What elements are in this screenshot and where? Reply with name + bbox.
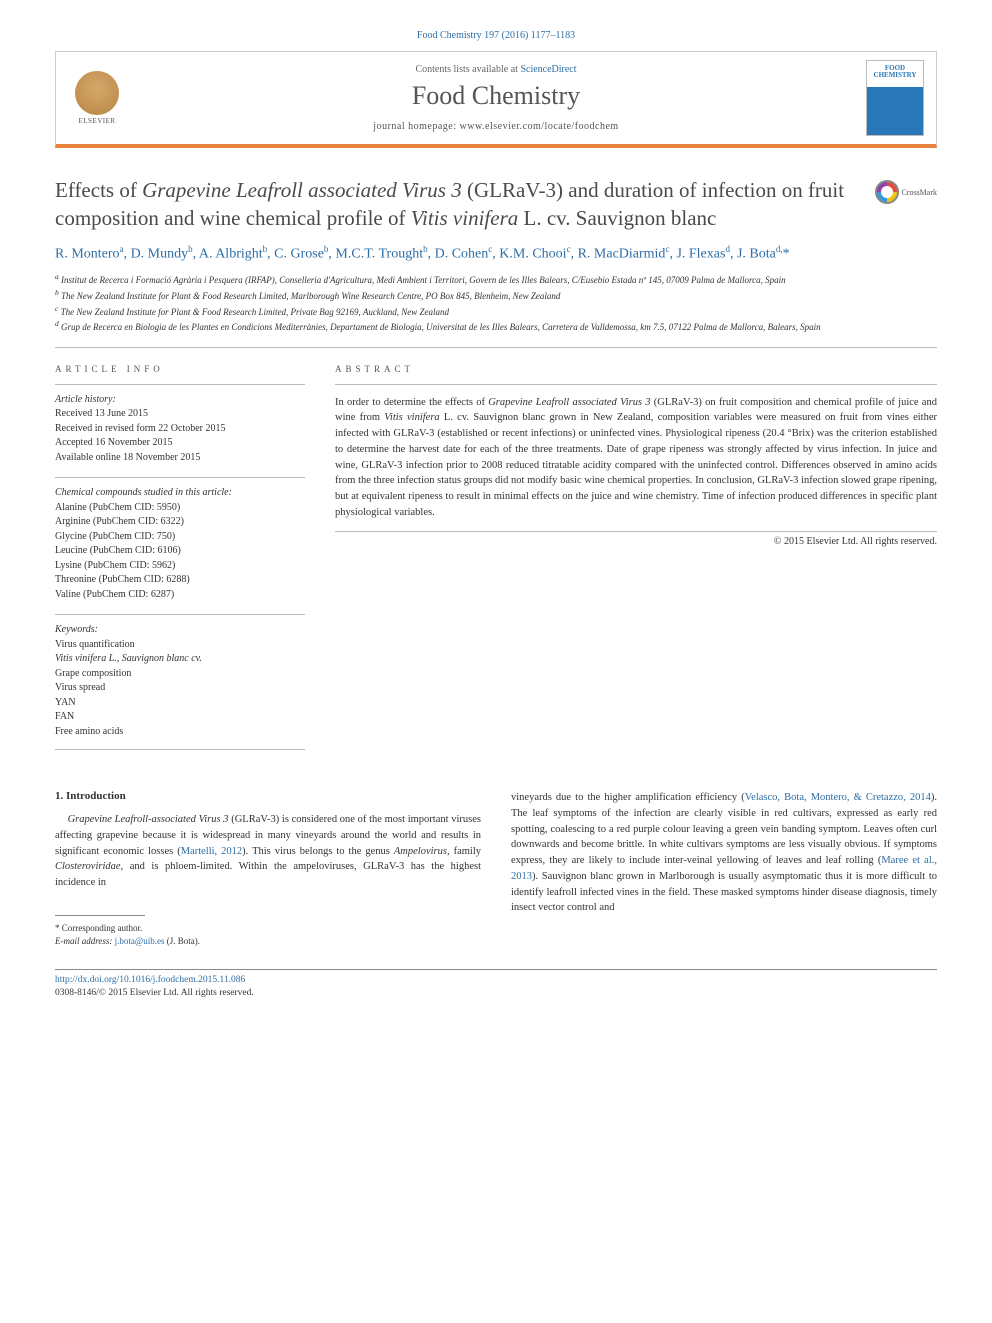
elsevier-tree-icon [75,71,119,115]
article-title: Effects of Grapevine Leafroll associated… [55,176,937,233]
history-line: Available online 18 November 2015 [55,451,305,466]
history-line: Received in revised form 22 October 2015 [55,422,305,437]
body-columns: 1. Introduction Grapevine Leafroll-assoc… [55,790,937,947]
compounds-label: Chemical compounds studied in this artic… [55,486,305,501]
history-line: Accepted 16 November 2015 [55,436,305,451]
compound-line: Valine (PubChem CID: 6287) [55,588,305,603]
affiliation-a: a Institut de Recerca i Formació Agrària… [55,272,937,287]
contents-prefix: Contents lists available at [415,64,520,75]
section-heading: 1. Introduction [55,790,481,802]
email-label: E-mail address: [55,936,112,946]
compound-line: Leucine (PubChem CID: 6106) [55,544,305,559]
affiliation-b: b The New Zealand Institute for Plant & … [55,288,937,303]
crossmark-label: CrossMark [901,188,937,197]
compound-line: Lysine (PubChem CID: 5962) [55,559,305,574]
email-link[interactable]: j.bota@uib.es [115,936,165,946]
compound-line: Alanine (PubChem CID: 5950) [55,501,305,516]
affiliation-d: d Grup de Recerca en Biologia de les Pla… [55,319,937,334]
affiliations-block: a Institut de Recerca i Formació Agrària… [55,272,937,347]
compounds-block: Chemical compounds studied in this artic… [55,477,305,602]
citation-line: Food Chemistry 197 (2016) 1177–1183 [55,30,937,41]
email-who: (J. Bota). [167,936,200,946]
masthead-center: Contents lists available at ScienceDirec… [126,64,866,132]
footer-block: http://dx.doi.org/10.1016/j.foodchem.201… [55,974,937,1001]
info-abstract-row: ARTICLE INFO Article history: Received 1… [55,364,937,763]
keyword-line: FAN [55,710,305,725]
journal-cover-thumb[interactable]: FOOD CHEMISTRY [866,60,924,136]
keyword-line: Grape composition [55,667,305,682]
issn-line: 0308-8146/© 2015 Elsevier Ltd. All right… [55,987,937,1000]
body-text-right: vineyards due to the higher amplificatio… [511,790,937,916]
crossmark-icon [875,180,899,204]
keyword-line: Free amino acids [55,725,305,740]
history-label: Article history: [55,393,305,408]
homepage-line: journal homepage: www.elsevier.com/locat… [126,121,866,132]
footnote-separator [55,915,145,916]
history-block: Article history: Received 13 June 2015 R… [55,384,305,466]
homepage-prefix: journal homepage: [373,121,459,132]
keyword-line: Vitis vinifera L., Sauvignon blanc cv. [55,652,305,667]
body-col-left: 1. Introduction Grapevine Leafroll-assoc… [55,790,481,947]
compound-line: Arginine (PubChem CID: 6322) [55,515,305,530]
page-root: Food Chemistry 197 (2016) 1177–1183 ELSE… [0,0,992,1041]
abstract-col: ABSTRACT In order to determine the effec… [335,364,937,763]
body-text-left: Grapevine Leafroll-associated Virus 3 (G… [55,812,481,891]
keywords-label: Keywords: [55,623,305,638]
abstract-text: In order to determine the effects of Gra… [335,384,937,532]
authors-line: R. Monteroa, D. Mundyb, A. Albrightb, C.… [55,243,937,265]
cover-title-2: CHEMISTRY [874,72,917,79]
abstract-label: ABSTRACT [335,364,937,374]
compound-line: Threonine (PubChem CID: 6288) [55,573,305,588]
homepage-url[interactable]: www.elsevier.com/locate/foodchem [460,121,619,132]
keywords-block: Keywords: Virus quantification Vitis vin… [55,614,305,750]
publisher-logo[interactable]: ELSEVIER [68,66,126,130]
publisher-label: ELSEVIER [78,117,115,125]
footnotes: * Corresponding author. E-mail address: … [55,922,481,947]
compound-line: Glycine (PubChem CID: 750) [55,530,305,545]
crossmark-badge[interactable]: CrossMark [875,180,937,204]
body-col-right: vineyards due to the higher amplificatio… [511,790,937,947]
keyword-line: Virus quantification [55,638,305,653]
article-info-label: ARTICLE INFO [55,364,305,374]
history-line: Received 13 June 2015 [55,407,305,422]
keyword-line: YAN [55,696,305,711]
email-line: E-mail address: j.bota@uib.es (J. Bota). [55,935,481,948]
article-info-col: ARTICLE INFO Article history: Received 1… [55,364,305,763]
doi-link[interactable]: http://dx.doi.org/10.1016/j.foodchem.201… [55,975,245,985]
contents-line: Contents lists available at ScienceDirec… [126,64,866,75]
abstract-copyright: © 2015 Elsevier Ltd. All rights reserved… [335,536,937,547]
keyword-line: Virus spread [55,681,305,696]
masthead: ELSEVIER Contents lists available at Sci… [55,51,937,148]
journal-name: Food Chemistry [126,81,866,111]
corresponding-author-note: * Corresponding author. [55,922,481,935]
title-block: Effects of Grapevine Leafroll associated… [55,176,937,233]
sciencedirect-link[interactable]: ScienceDirect [520,64,576,75]
affiliation-c: c The New Zealand Institute for Plant & … [55,304,937,319]
footer-rule [55,969,937,970]
